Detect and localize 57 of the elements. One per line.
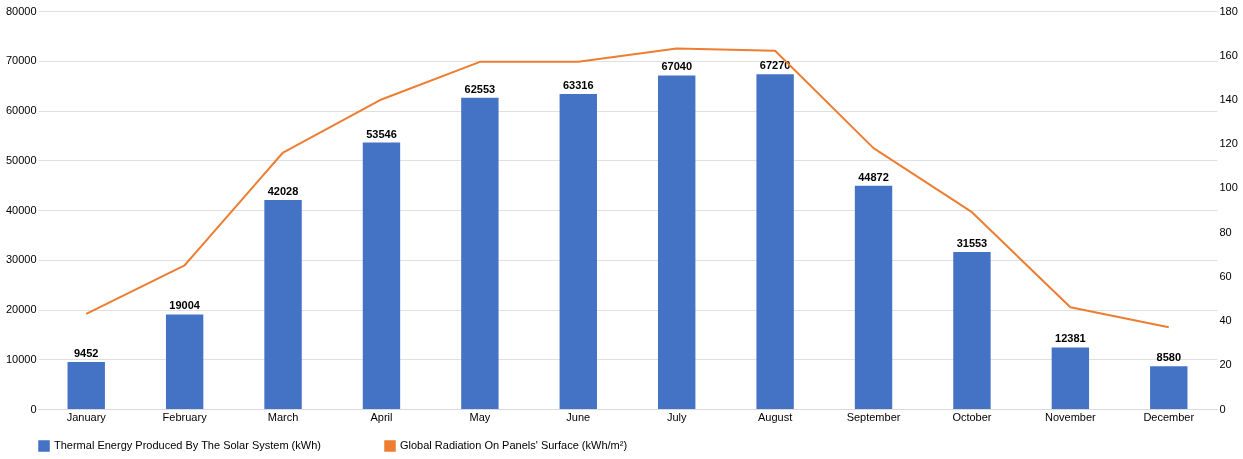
bar: [756, 74, 794, 409]
bar: [461, 97, 499, 409]
y2-tick-label: 160: [1219, 48, 1238, 61]
x-tick-label: May: [469, 410, 491, 423]
y-tick-label: 40000: [5, 203, 37, 216]
y-tick-label: 20000: [5, 303, 37, 315]
data-label: 19004: [169, 299, 201, 312]
x-tick-label: September: [846, 410, 901, 423]
data-label: 62553: [464, 82, 496, 95]
bar: [67, 361, 105, 409]
data-label: 53546: [366, 127, 397, 140]
x-tick-label: January: [66, 410, 107, 423]
y2-tick-label: 140: [1219, 92, 1238, 105]
bar: [362, 142, 401, 409]
x-tick-label: August: [758, 410, 793, 423]
y-tick-label: 60000: [5, 104, 37, 116]
y2-tick-label: 100: [1219, 181, 1238, 194]
bar: [854, 185, 893, 409]
y2-tick-label: 40: [1219, 314, 1232, 327]
bar: [658, 75, 696, 409]
data-label: 9452: [73, 346, 99, 359]
y-tick-label: 70000: [5, 54, 37, 67]
y2-tick-label: 180: [1219, 4, 1238, 17]
y2-tick-label: 20: [1219, 358, 1232, 371]
data-label: 42028: [267, 184, 299, 197]
x-tick-label: July: [666, 410, 687, 423]
y-tick-label: 30000: [5, 253, 37, 266]
y2-tick-label: 60: [1219, 269, 1232, 282]
legend-label: Global Radiation On Panels' Surface (kWh/m²): [400, 439, 628, 451]
y2-tick-label: 0: [1219, 402, 1226, 415]
data-label: 31553: [956, 237, 988, 250]
bar: [559, 94, 597, 409]
x-tick-label: June: [566, 410, 591, 423]
x-tick-label: February: [162, 410, 208, 423]
y2-tick-label: 80: [1219, 225, 1232, 238]
y-tick-label: 10000: [5, 352, 37, 365]
y2-tick-label: 120: [1219, 137, 1238, 150]
line-series: [85, 47, 1170, 329]
x-tick-label: November: [1044, 410, 1097, 423]
data-label: 63316: [563, 79, 594, 91]
legend-label: Thermal Energy Produced By The Solar System (kWh): [54, 439, 321, 451]
x-tick-label: December: [1143, 410, 1195, 423]
bar: [953, 252, 991, 409]
data-label: 12381: [1055, 332, 1086, 345]
y-tick-label: 50000: [5, 153, 37, 166]
data-label: 44872: [858, 170, 889, 183]
x-tick-label: October: [952, 410, 992, 423]
bar: [1150, 366, 1188, 409]
bar: [165, 314, 204, 409]
data-label: 8580: [1156, 351, 1182, 364]
x-tick-label: March: [267, 410, 299, 423]
bar: [264, 199, 302, 409]
bar: [1051, 347, 1090, 409]
y-tick-label: 80000: [5, 4, 37, 17]
x-tick-label: April: [370, 410, 393, 423]
y-tick-label: 0: [30, 402, 37, 415]
data-label: 67040: [661, 60, 692, 73]
